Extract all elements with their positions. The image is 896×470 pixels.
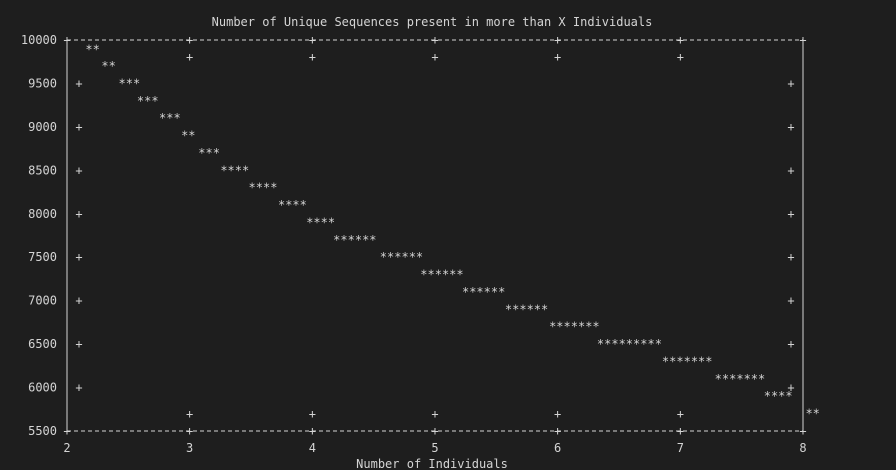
x-tick-mark-top: + [309, 33, 316, 47]
x-tick-mark-top: + [63, 33, 70, 47]
x-tick-mark-bottom: + [677, 424, 684, 438]
x-tick-mark-top: + [186, 33, 193, 47]
data-point: ****** [380, 250, 423, 264]
y-tick-label: 7500 [28, 250, 57, 264]
x-axis-label: Number of Individuals [356, 457, 508, 470]
y-tick-labels: 5500 6000 6500 7000 7500 8000 8500 9000 9500 1000… [21, 33, 57, 438]
axis-ticks: + + + + + + + + + + + + + + + + + + + + + + + + + + + + + + + + + + + + + + + + [63, 33, 806, 438]
y-tick-label: 6000 [28, 381, 57, 395]
data-point: ** [181, 129, 195, 143]
data-point: ****** [462, 285, 505, 299]
x-tick-mark-top: + [554, 33, 561, 47]
x-tick-mark-inner-bottom: + [554, 407, 561, 421]
chart-title: Number of Unique Sequences present in mo… [212, 15, 653, 29]
data-series: ****************************************… [85, 43, 820, 421]
x-tick-mark-bottom: + [799, 424, 806, 438]
data-point: **** [249, 181, 278, 195]
data-point: *** [119, 76, 141, 90]
x-tick-mark-inner-top: + [554, 50, 561, 64]
y-tick-mark-right: + [787, 294, 794, 308]
x-tick-mark-inner-top: + [677, 50, 684, 64]
x-tick-mark-inner-bottom: + [186, 407, 193, 421]
data-point: ******* [549, 320, 600, 334]
x-tick-mark-bottom: + [431, 424, 438, 438]
x-tick-label: 2 [63, 441, 70, 455]
data-point: **** [220, 163, 249, 177]
data-point: ********* [597, 337, 662, 351]
data-point: ****** [505, 302, 548, 316]
x-tick-label: 4 [309, 441, 316, 455]
y-tick-mark-left: + [75, 337, 82, 351]
y-tick-mark-right: + [787, 207, 794, 221]
data-point: ****** [420, 268, 463, 282]
x-tick-label: 3 [186, 441, 193, 455]
data-point: ******* [715, 372, 766, 386]
x-tick-mark-bottom: + [63, 424, 70, 438]
x-tick-mark-inner-bottom: + [431, 407, 438, 421]
x-tick-mark-top: + [677, 33, 684, 47]
data-point: *** [198, 146, 220, 160]
y-tick-label: 6500 [28, 337, 57, 351]
data-point: **** [764, 389, 793, 403]
y-tick-label: 9000 [28, 120, 57, 134]
y-tick-label: 8500 [28, 163, 57, 177]
data-point: ** [101, 59, 115, 73]
y-tick-label: 9500 [28, 76, 57, 90]
x-tick-mark-bottom: + [309, 424, 316, 438]
y-tick-label: 5500 [28, 424, 57, 438]
y-tick-mark-right: + [787, 381, 794, 395]
y-tick-mark-left: + [75, 207, 82, 221]
x-tick-label: 6 [554, 441, 561, 455]
data-point: ****** [333, 233, 376, 247]
y-tick-mark-right: + [787, 76, 794, 90]
data-point: ** [805, 407, 819, 421]
x-tick-mark-top: + [431, 33, 438, 47]
x-tick-mark-inner-top: + [186, 50, 193, 64]
y-tick-mark-left: + [75, 294, 82, 308]
y-tick-label: 10000 [21, 33, 57, 47]
x-tick-mark-inner-bottom: + [309, 407, 316, 421]
data-point: **** [306, 215, 335, 229]
y-tick-mark-right: + [787, 120, 794, 134]
y-tick-mark-right: + [787, 250, 794, 264]
x-tick-mark-bottom: + [186, 424, 193, 438]
y-tick-mark-right: + [787, 163, 794, 177]
x-tick-mark-top: + [799, 33, 806, 47]
y-tick-mark-left: + [75, 163, 82, 177]
data-point: ** [85, 43, 99, 57]
x-tick-label: 5 [431, 441, 438, 455]
data-point: **** [278, 198, 307, 212]
data-point: ******* [662, 354, 713, 368]
x-tick-label: 7 [677, 441, 684, 455]
x-tick-mark-bottom: + [554, 424, 561, 438]
y-tick-mark-left: + [75, 76, 82, 90]
x-tick-labels: 2 3 4 5 6 7 8 [63, 441, 806, 455]
y-tick-label: 8000 [28, 207, 57, 221]
x-tick-label: 8 [799, 441, 806, 455]
x-tick-mark-inner-top: + [309, 50, 316, 64]
x-tick-mark-inner-top: + [431, 50, 438, 64]
y-tick-mark-right: + [787, 337, 794, 351]
y-tick-mark-left: + [75, 120, 82, 134]
data-point: *** [159, 111, 181, 125]
y-tick-label: 7000 [28, 294, 57, 308]
data-point: *** [137, 94, 159, 108]
plot-frame [66, 39, 804, 432]
x-tick-mark-inner-bottom: + [677, 407, 684, 421]
y-tick-mark-left: + [75, 250, 82, 264]
y-tick-mark-left: + [75, 381, 82, 395]
